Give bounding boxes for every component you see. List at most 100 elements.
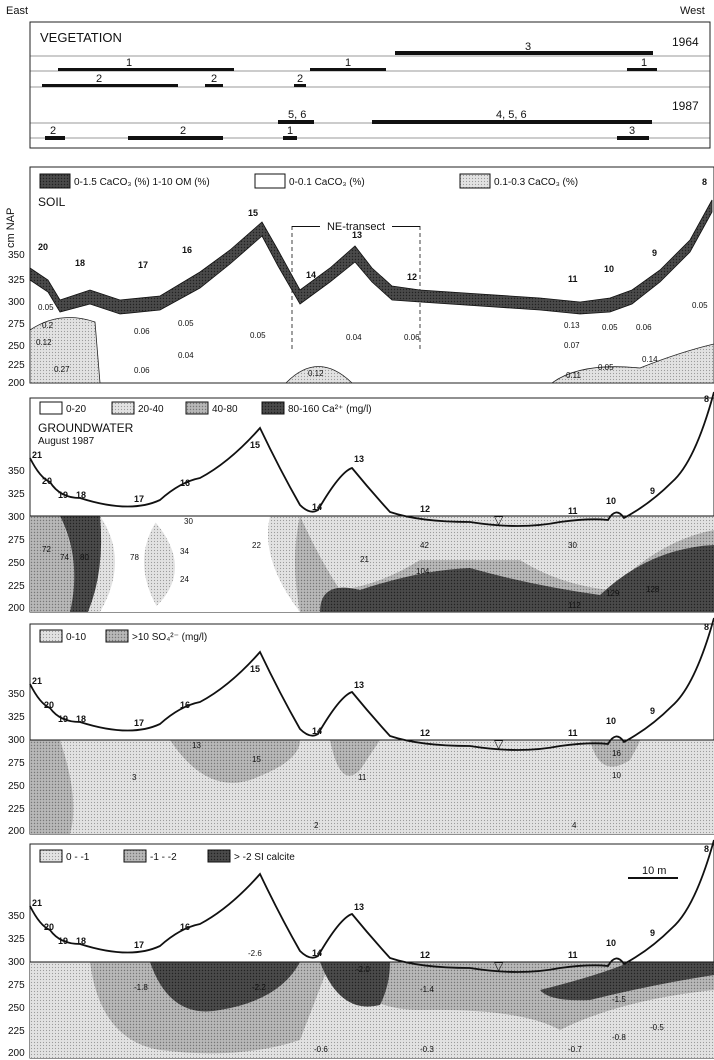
soil-y-tick: 300 — [8, 297, 25, 308]
ca-y-tick: 200 — [8, 603, 25, 614]
ca-legend-swatch — [185, 401, 209, 415]
ca-value: 30 — [568, 541, 577, 550]
so4-station: 11 — [568, 728, 578, 738]
year-1964: 1964 — [672, 35, 699, 49]
soil-legend-item: 0-1.5 CaCO₃ (%) 1-10 OM (%) — [74, 177, 210, 188]
si-legend-swatch — [123, 849, 147, 863]
ca-zone — [30, 516, 76, 612]
groundwater-surface-line — [29, 391, 714, 527]
soil-value: 0.06 — [134, 327, 150, 336]
ca-station: 10 — [606, 496, 616, 506]
sulphate-surface-line — [29, 617, 714, 751]
soil-value: 0.12 — [36, 338, 52, 347]
soil-value: 0.06 — [636, 323, 652, 332]
si-value: -1.8 — [134, 983, 148, 992]
soil-value: 0.05 — [38, 303, 54, 312]
soil-y-tick: 275 — [8, 319, 25, 330]
soil-station: 20 — [38, 242, 48, 252]
soil-value: 0.14 — [642, 355, 658, 364]
veg-1987-label: 1 — [287, 125, 293, 137]
soil-value: 0.05 — [602, 323, 618, 332]
soil-pocket — [29, 317, 101, 384]
so4-value: 11 — [358, 773, 367, 782]
so4-y-tick: 250 — [8, 781, 25, 792]
so4-zone — [170, 740, 300, 783]
ca-value: 22 — [252, 541, 261, 550]
sulphate-panel: 0-10 >10 SO₄²⁻ (mg/l) ▽ 350 325 300 275 … — [8, 617, 714, 837]
ca-y-tick: 325 — [8, 489, 25, 500]
ca-y-tick: 250 — [8, 558, 25, 569]
so4-legend-swatch — [39, 629, 63, 643]
so4-station: 19 — [58, 714, 68, 724]
so4-station: 10 — [606, 716, 616, 726]
so4-station: 21 — [32, 676, 42, 686]
si-value: -0.3 — [420, 1045, 434, 1054]
soil-value: 0.11 — [566, 371, 582, 380]
soil-station: 8 — [702, 177, 707, 187]
si-value: -0.6 — [314, 1045, 328, 1054]
ca-station: 17 — [134, 494, 144, 504]
so4-station: 18 — [76, 714, 86, 724]
si-value: -1.5 — [612, 995, 626, 1004]
water-table-marker-icon: ▽ — [494, 513, 504, 527]
soil-pocket — [285, 366, 353, 384]
si-station: 19 — [58, 936, 68, 946]
soil-value: 0.04 — [178, 351, 194, 360]
so4-y-tick: 200 — [8, 826, 25, 837]
soil-station: 14 — [306, 270, 316, 280]
ca-station: 8 — [704, 394, 709, 404]
veg-1964-label: 1 — [641, 57, 647, 69]
so4-station: 20 — [44, 700, 54, 710]
ca-y-tick: 225 — [8, 581, 25, 592]
soil-panel: cm NAP 0-1.5 CaCO₃ (%) 1-10 OM (%) 0-0.1… — [5, 166, 714, 389]
soil-value: 0.06 — [134, 366, 150, 375]
so4-zone — [30, 740, 74, 834]
ca-y-axis: 350 325 300 275 250 225 200 — [8, 466, 25, 614]
soil-pocket — [550, 343, 714, 384]
si-y-tick: 225 — [8, 1026, 25, 1037]
si-station: 9 — [650, 928, 655, 938]
soil-station: 15 — [248, 208, 258, 218]
ca-zone — [320, 545, 714, 612]
si-value: -2.2 — [252, 983, 266, 992]
soil-value: 0.07 — [564, 341, 580, 350]
soil-station: 12 — [407, 272, 417, 282]
ca-value: 128 — [646, 585, 660, 594]
veg-1964-label: 2 — [96, 73, 102, 85]
vegetation-title: VEGETATION — [40, 30, 122, 45]
so4-y-tick: 225 — [8, 804, 25, 815]
si-value: -0.7 — [568, 1045, 582, 1054]
si-station: 20 — [44, 922, 54, 932]
soil-value: 0.05 — [250, 331, 266, 340]
ca-legend-item: 0-20 — [66, 404, 86, 415]
si-value: -2.0 — [356, 965, 370, 974]
ca-legend-swatch — [111, 401, 135, 415]
soil-value: 0.06 — [404, 333, 420, 342]
ca-y-tick: 275 — [8, 535, 25, 546]
veg-1987-label: 2 — [50, 125, 56, 137]
si-legend-swatch — [207, 849, 231, 863]
soil-value: 0.05 — [178, 319, 194, 328]
si-value: -2.6 — [248, 949, 262, 958]
soil-legend-item: 0-0.1 CaCO₃ (%) — [289, 177, 365, 188]
so4-station: 17 — [134, 718, 144, 728]
so4-station: 14 — [312, 726, 322, 736]
so4-station: 12 — [420, 728, 430, 738]
ca-value: 112 — [568, 601, 581, 610]
si-y-tick: 250 — [8, 1003, 25, 1014]
si-station: 17 — [134, 940, 144, 950]
soil-legend-swatch-white — [254, 173, 286, 189]
ca-value: 42 — [420, 541, 429, 550]
calcite-surface-line — [29, 839, 714, 973]
ca-station: 9 — [650, 486, 655, 496]
ca-y-tick: 350 — [8, 466, 25, 477]
si-legend-item: -1 - -2 — [150, 852, 177, 863]
soil-station: 18 — [75, 258, 85, 268]
ca-y-tick: 300 — [8, 512, 25, 523]
si-y-tick: 200 — [8, 1048, 25, 1059]
ca-legend-item: 80-160 Ca²⁺ (mg/l) — [288, 404, 372, 415]
si-y-tick: 275 — [8, 980, 25, 991]
soil-value: 0.2 — [42, 321, 54, 330]
so4-station: 16 — [180, 700, 190, 710]
si-zone — [320, 962, 390, 1007]
